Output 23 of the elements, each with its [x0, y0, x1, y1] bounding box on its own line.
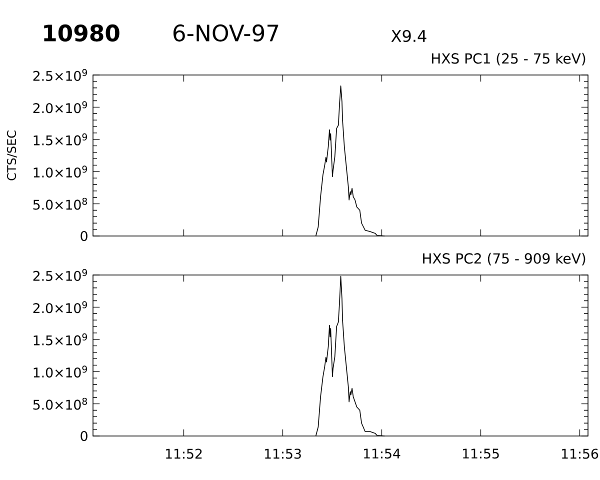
y-tick-label: 1.0×10$^{9}$: [34, 366, 87, 378]
chart-title: HXS PC2 (75 - 909 keV): [423, 252, 586, 266]
y-tick-label: 0: [80, 430, 88, 442]
y-tick-label: 2.0×10$^{9}$: [33, 101, 87, 114]
x-tick-label: 11:52: [166, 448, 202, 459]
y-tick-label: 2.5×10$^{9}$: [33, 269, 87, 281]
y-tick-label: 1.5×10$^{9}$: [34, 133, 87, 146]
y-tick-label: 1.0×10$^{9}$: [34, 166, 87, 178]
chart-title: HXS PC1 (25 - 75 keV): [432, 52, 586, 66]
x-tick-label: 11:55: [463, 448, 499, 459]
y-tick-label: 1.5×10$^{9}$: [34, 333, 87, 346]
text: 6-NOV-97: [173, 24, 278, 42]
y-tick-label: 2.0×10$^{9}$: [33, 301, 87, 314]
y-tick-label: 5.0×10$^{8}$: [33, 198, 87, 210]
y-tick-label: 0: [80, 230, 88, 242]
x-tick-label: 11:56: [562, 448, 598, 459]
x-tick-label: 11:54: [364, 448, 400, 459]
text: X9.4: [391, 30, 426, 42]
text: 10980: [44, 24, 120, 42]
y-tick-label: 2.5×10$^{9}$: [33, 69, 87, 81]
x-tick-label: 11:53: [265, 448, 301, 459]
y-axis-title: CTS/SEC: [6, 130, 18, 180]
y-tick-label: 5.0×10$^{8}$: [33, 398, 87, 410]
